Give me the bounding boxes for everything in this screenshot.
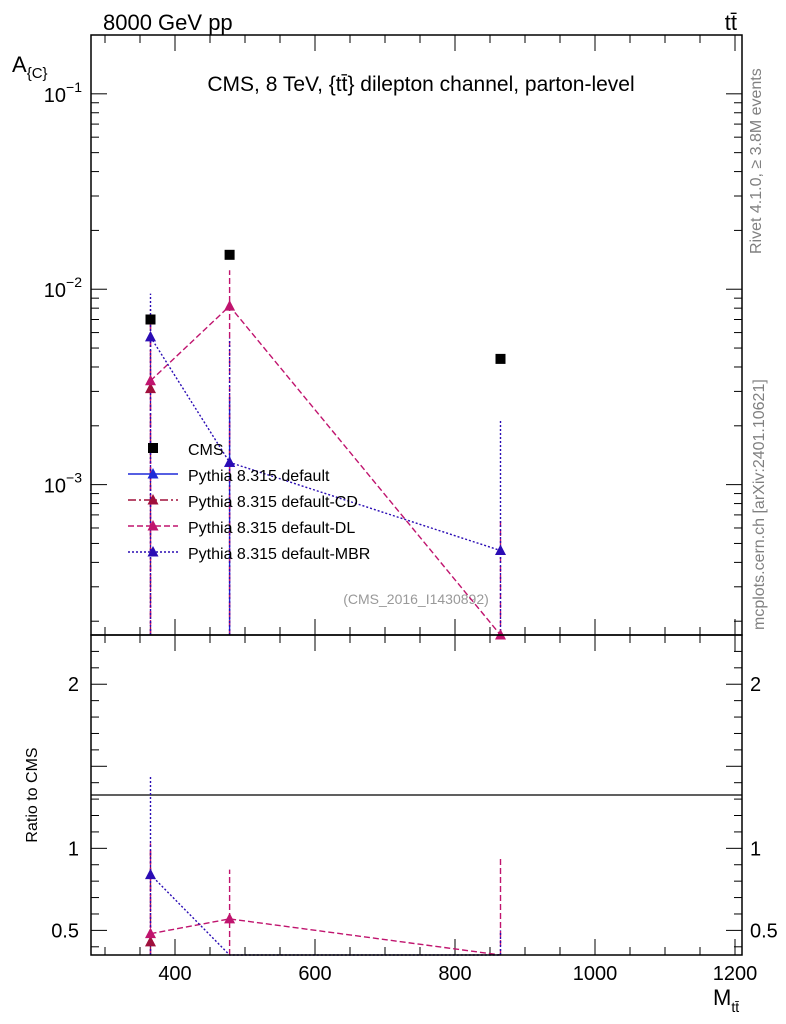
legend: CMS Pythia 8.315 default Pythia 8.315 defa… — [128, 442, 370, 563]
legend-entry: Pythia 8.315 default-CD — [128, 494, 358, 511]
data-point — [495, 544, 506, 556]
data-point — [224, 300, 236, 311]
ratio-tick-labels: 0.5 0.5 1 1 2 2 — [51, 674, 778, 942]
main-axis-ticks — [91, 34, 742, 622]
x-axis-ticks — [104, 35, 736, 955]
x-tick-labels: 400 600 800 1000 1200 — [158, 963, 757, 985]
data-point — [224, 249, 235, 260]
main-markers — [145, 249, 506, 640]
x-tick-label: 400 — [158, 963, 191, 985]
ratio-markers — [145, 868, 236, 947]
ratio-data-point — [145, 927, 156, 939]
y-tick-label: 10−2 — [44, 274, 82, 302]
analysis-watermark: (CMS_2016_I1430892) — [343, 591, 489, 607]
legend-entry: Pythia 8.315 default-DL — [128, 520, 355, 537]
header-left-label: 8000 GeV pp — [103, 10, 233, 35]
legend-label: Pythia 8.315 default-DL — [188, 520, 355, 537]
rivet-label: Rivet 4.1.0, ≥ 3.8M events — [748, 68, 765, 254]
legend-label: Pythia 8.315 default-MBR — [188, 546, 370, 563]
ratio-tick-label-right: 0.5 — [750, 920, 778, 942]
ratio-tick-label-left: 2 — [68, 674, 79, 696]
main-error-bars — [149, 270, 502, 635]
ratio-data-point — [145, 935, 156, 947]
chart-title: CMS, 8 TeV, {tt̄} dilepton channel, part… — [207, 73, 634, 96]
y-axis-label-main: A — [12, 52, 27, 77]
ratio-series-line — [150, 918, 501, 956]
legend-marker — [148, 443, 158, 453]
legend-marker — [147, 520, 159, 531]
legend-label: CMS — [188, 442, 224, 459]
data-point — [145, 382, 156, 394]
x-axis-label-sub: tt̄ — [731, 999, 739, 1015]
legend-marker — [147, 494, 159, 505]
data-point — [145, 330, 156, 342]
data-point — [495, 353, 506, 364]
mcplots-label: mcplots.cern.ch [arXiv:2401.10621] — [751, 379, 768, 630]
x-axis-label-main: M — [713, 985, 731, 1010]
data-point — [145, 314, 156, 325]
x-tick-label: 600 — [298, 963, 331, 985]
legend-marker — [147, 468, 159, 479]
x-tick-label: 1000 — [573, 963, 618, 985]
x-axis-label: Mtt̄ — [713, 985, 739, 1015]
y-axis-label: A{C} — [12, 52, 48, 82]
y-tick-label: 10−3 — [44, 470, 82, 498]
legend-label: Pythia 8.315 default — [188, 468, 330, 485]
ratio-tick-label-left: 1 — [68, 838, 79, 860]
legend-entry: Pythia 8.315 default — [128, 468, 330, 485]
ratio-data-point — [145, 868, 156, 880]
legend-entry: CMS — [148, 442, 224, 459]
ratio-tick-label-right: 1 — [750, 838, 761, 860]
y-axis-label-sub: {C} — [27, 65, 48, 82]
ratio-tick-label-left: 0.5 — [51, 920, 79, 942]
ratio-panel-frame — [90, 634, 743, 956]
y-tick-label: 10−1 — [44, 79, 82, 107]
ratio-tick-label-right: 2 — [750, 674, 761, 696]
y-tick-labels: 10−3 10−2 10−1 — [44, 79, 82, 498]
legend-label: Pythia 8.315 default-CD — [188, 494, 358, 511]
data-point — [224, 456, 236, 467]
ratio-data-point — [224, 912, 236, 924]
legend-marker — [147, 546, 159, 557]
data-point — [145, 374, 156, 386]
x-tick-label: 1200 — [713, 963, 758, 985]
header-right-label: tt̄ — [725, 10, 737, 35]
legend-entry: Pythia 8.315 default-MBR — [128, 546, 370, 563]
ratio-axis-label: Ratio to CMS — [24, 747, 41, 842]
x-tick-label: 800 — [438, 963, 471, 985]
